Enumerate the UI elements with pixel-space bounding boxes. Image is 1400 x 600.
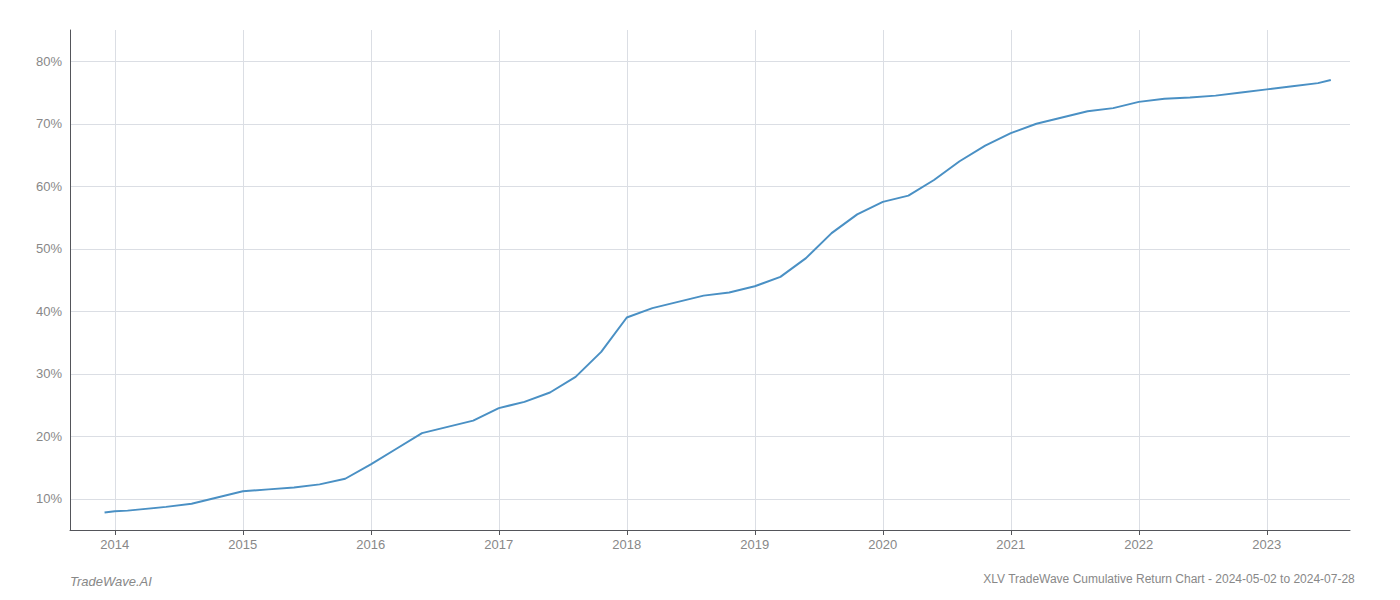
svg-text:2014: 2014: [100, 537, 129, 552]
svg-text:80%: 80%: [36, 54, 62, 69]
svg-text:2020: 2020: [868, 537, 897, 552]
svg-text:2015: 2015: [228, 537, 257, 552]
svg-text:2016: 2016: [356, 537, 385, 552]
svg-text:30%: 30%: [36, 366, 62, 381]
svg-text:2018: 2018: [612, 537, 641, 552]
svg-text:50%: 50%: [36, 241, 62, 256]
svg-text:10%: 10%: [36, 491, 62, 506]
svg-text:2023: 2023: [1252, 537, 1281, 552]
svg-text:2019: 2019: [740, 537, 769, 552]
svg-text:TradeWave.AI: TradeWave.AI: [70, 574, 152, 589]
svg-text:40%: 40%: [36, 304, 62, 319]
svg-text:60%: 60%: [36, 179, 62, 194]
svg-text:20%: 20%: [36, 429, 62, 444]
svg-text:XLV TradeWave Cumulative Retur: XLV TradeWave Cumulative Return Chart - …: [983, 572, 1355, 586]
svg-text:2021: 2021: [996, 537, 1025, 552]
svg-text:2017: 2017: [484, 537, 513, 552]
svg-text:2022: 2022: [1124, 537, 1153, 552]
svg-text:70%: 70%: [36, 116, 62, 131]
